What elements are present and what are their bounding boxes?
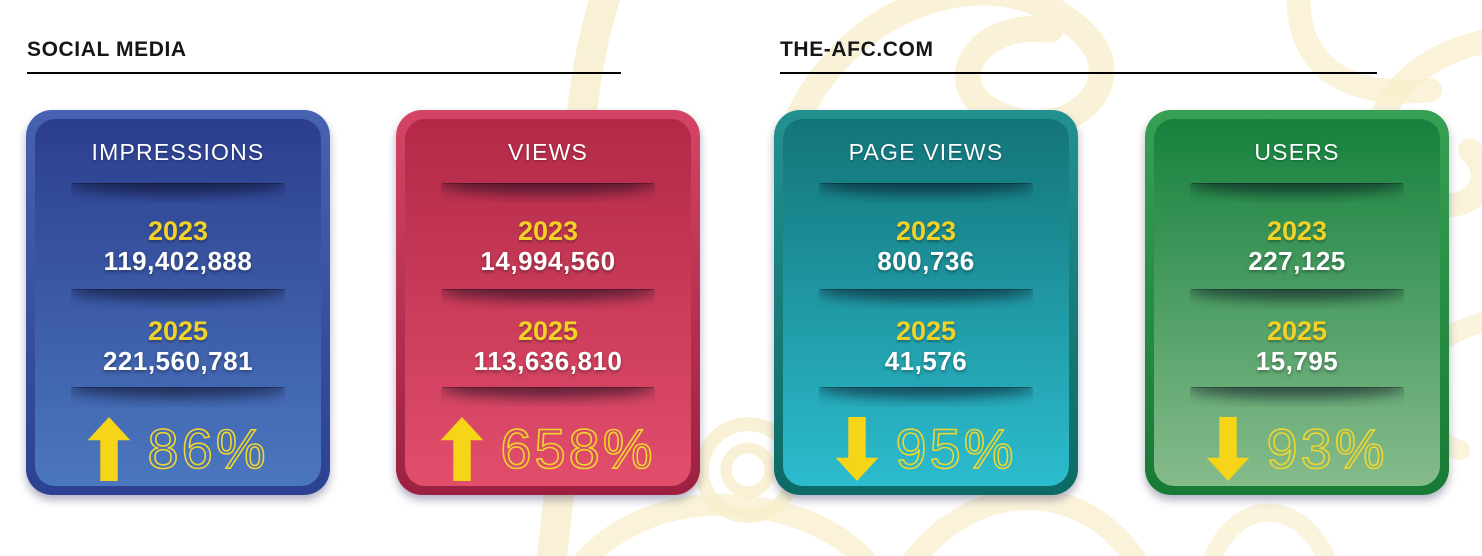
metric-value-2025: 221,560,781 [102, 346, 254, 376]
shelf-divider [441, 183, 655, 203]
card-title: USERS [1254, 139, 1340, 165]
section-title: THE-AFC.COM [780, 38, 934, 61]
year-label-2025: 2025 [147, 316, 209, 346]
section-header-social-media: SOCIAL MEDIA [27, 38, 621, 74]
year-label-2023: 2023 [1266, 216, 1328, 246]
change-indicator: 86% [35, 416, 321, 482]
metric-value-2023: 800,736 [877, 246, 975, 276]
year-label-2023: 2023 [517, 216, 579, 246]
change-percent: 93% [1266, 417, 1388, 481]
down-arrow-icon [835, 417, 879, 481]
card-title: PAGE VIEWS [848, 139, 1004, 165]
section-title: SOCIAL MEDIA [27, 38, 187, 61]
metric-value-2025: 15,795 [1255, 346, 1339, 376]
change-indicator: 658% [405, 416, 691, 482]
card-inner-panel: IMPRESSIONS 2023 119,402,888 2025 221,56… [35, 119, 321, 486]
card-inner-panel: PAGE VIEWS 2023 800,736 2025 41,576 95% [783, 119, 1069, 486]
section-header-the-afc-com: THE-AFC.COM [780, 38, 1377, 74]
shelf-divider [1190, 289, 1404, 309]
shelf-divider [71, 387, 285, 407]
year-label-2023: 2023 [147, 216, 209, 246]
shelf-divider [441, 387, 655, 407]
up-arrow-icon [87, 417, 131, 481]
down-arrow-icon [1206, 417, 1250, 481]
metric-card-page-views: PAGE VIEWS 2023 800,736 2025 41,576 95% [774, 110, 1078, 495]
shelf-divider [819, 387, 1033, 407]
metric-value-2025: 41,576 [884, 346, 968, 376]
metric-card-impressions: IMPRESSIONS 2023 119,402,888 2025 221,56… [26, 110, 330, 495]
change-percent: 658% [500, 417, 656, 481]
change-percent: 86% [147, 417, 269, 481]
metric-value-2023: 14,994,560 [480, 246, 616, 276]
card-inner-panel: VIEWS 2023 14,994,560 2025 113,636,810 6… [405, 119, 691, 486]
change-percent: 95% [895, 417, 1017, 481]
up-arrow-icon [440, 417, 484, 481]
card-title: VIEWS [507, 139, 589, 165]
shelf-divider [441, 289, 655, 309]
card-inner-panel: USERS 2023 227,125 2025 15,795 93% [1154, 119, 1440, 486]
card-title: IMPRESSIONS [91, 139, 265, 165]
metric-card-users: USERS 2023 227,125 2025 15,795 93% [1145, 110, 1449, 495]
year-label-2025: 2025 [1266, 316, 1328, 346]
metric-value-2023: 227,125 [1248, 246, 1346, 276]
metric-value-2025: 113,636,810 [473, 346, 623, 376]
change-indicator: 95% [783, 416, 1069, 482]
shelf-divider [71, 289, 285, 309]
shelf-divider [1190, 387, 1404, 407]
year-label-2023: 2023 [895, 216, 957, 246]
metric-value-2023: 119,402,888 [103, 246, 253, 276]
year-label-2025: 2025 [895, 316, 957, 346]
year-label-2025: 2025 [517, 316, 579, 346]
metric-card-views: VIEWS 2023 14,994,560 2025 113,636,810 6… [396, 110, 700, 495]
shelf-divider [819, 289, 1033, 309]
shelf-divider [71, 183, 285, 203]
change-indicator: 93% [1154, 416, 1440, 482]
shelf-divider [1190, 183, 1404, 203]
shelf-divider [819, 183, 1033, 203]
